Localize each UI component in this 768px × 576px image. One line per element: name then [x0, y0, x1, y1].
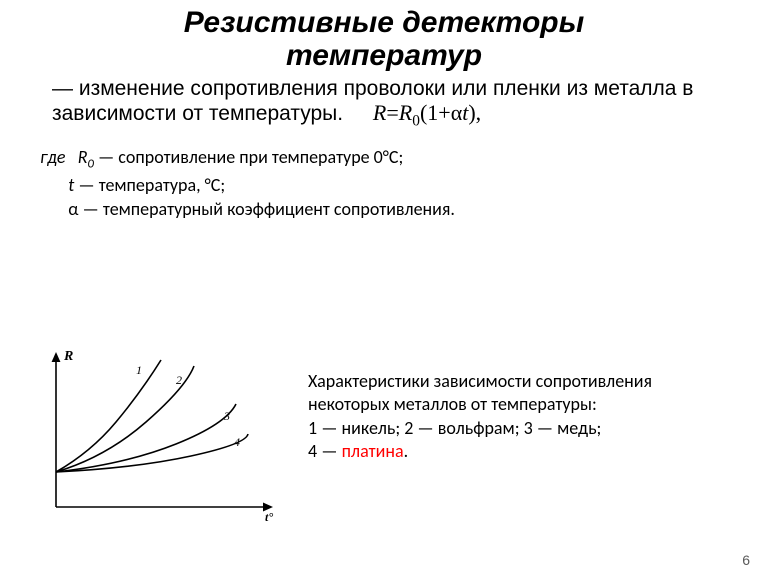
- chart-caption: Характеристики зависимости сопротивления…: [308, 370, 728, 464]
- slide: Резистивные детекторы температур — измен…: [0, 0, 768, 576]
- r0-symbol: R: [78, 146, 88, 168]
- where-word: где: [40, 146, 65, 168]
- caption-line2b-suffix: .: [404, 440, 409, 462]
- definitions: где R0 — сопротивление при температуре 0…: [0, 131, 768, 221]
- svg-text:1: 1: [136, 363, 142, 377]
- svg-text:t°: t°: [265, 510, 273, 522]
- title-line-1: Резистивные детекторы: [184, 6, 584, 39]
- t-text: — температура, °С;: [78, 174, 225, 196]
- caption-line1: Характеристики зависимости сопротивления…: [308, 370, 652, 415]
- r0-text: — сопротивление при температуре 0°С;: [98, 146, 403, 168]
- svg-text:4: 4: [234, 435, 240, 449]
- svg-text:R: R: [63, 349, 73, 364]
- t-symbol: t: [68, 174, 74, 196]
- title-line-2: температур: [286, 39, 482, 72]
- resistance-chart: Rt° 1 2 34: [36, 342, 286, 522]
- alpha-text: — температурный коэффициент сопротивлени…: [83, 198, 455, 220]
- page-number: 6: [742, 552, 750, 568]
- alpha-symbol: α: [68, 198, 78, 220]
- svg-text:3: 3: [223, 409, 230, 423]
- r0-sub: 0: [87, 157, 93, 172]
- svg-text:2: 2: [176, 373, 182, 387]
- caption-line2a: 1 — никель; 2 — вольфрам; 3 — медь;: [308, 417, 601, 439]
- formula: R=R0(1+αt),: [373, 100, 481, 131]
- caption-platina: платина: [342, 440, 404, 462]
- intro-text: — изменение сопротивления проволоки или …: [0, 72, 768, 131]
- caption-line2b-prefix: 4 —: [308, 440, 342, 462]
- slide-title: Резистивные детекторы температур: [0, 0, 768, 72]
